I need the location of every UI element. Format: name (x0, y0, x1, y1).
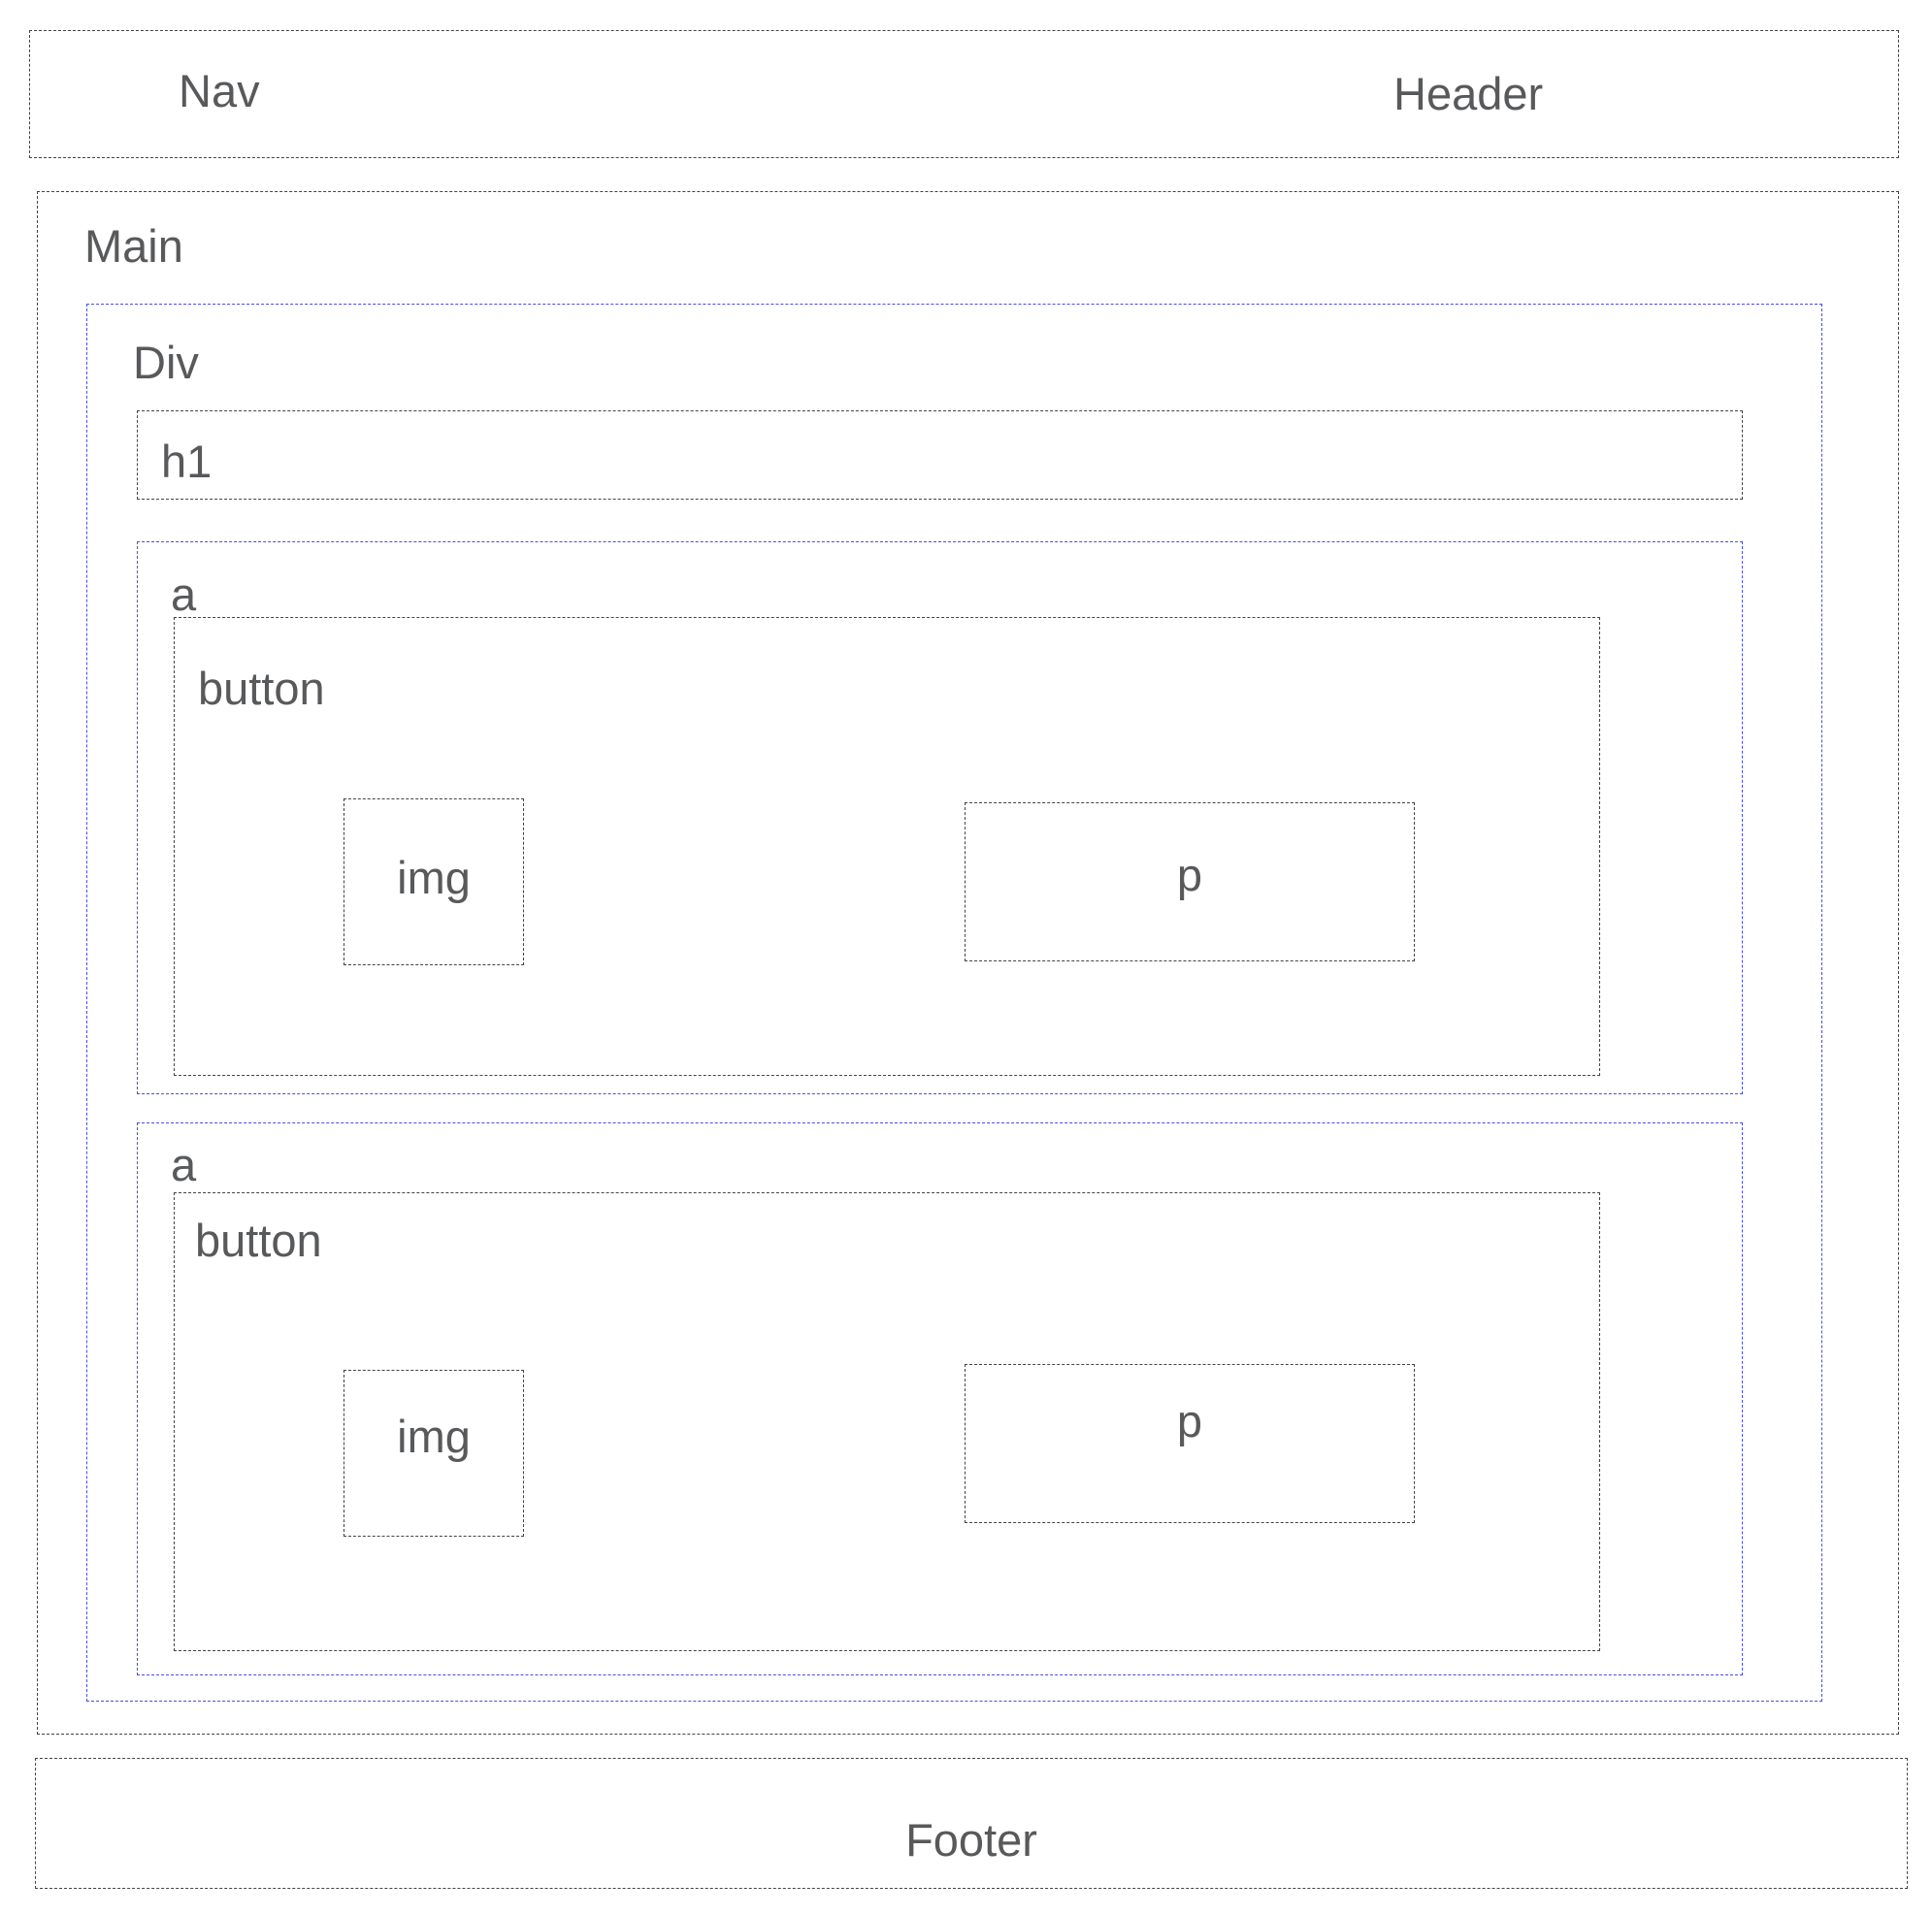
anchor-label-2: a (171, 1139, 197, 1190)
button-label-2: button (195, 1215, 322, 1266)
div-container (86, 304, 1822, 1702)
button-label-1: button (198, 663, 325, 714)
header-label: Header (1393, 68, 1544, 119)
img-box-1 (344, 798, 524, 965)
div-label: Div (133, 337, 199, 388)
img-label-2: img (397, 1411, 471, 1462)
anchor-label-1: a (171, 568, 197, 620)
nav-label: Nav (179, 65, 260, 116)
p-box-2 (965, 1364, 1415, 1523)
anchor-box-1 (137, 541, 1743, 1094)
p-label-1: p (1176, 849, 1203, 900)
h1-label: h1 (161, 436, 213, 487)
img-box-2 (344, 1370, 524, 1537)
footer-region (35, 1758, 1908, 1889)
main-label: Main (84, 220, 183, 272)
button-box-1 (174, 617, 1600, 1076)
p-box-1 (965, 802, 1415, 961)
main-region (37, 191, 1899, 1735)
anchor-box-2 (137, 1122, 1743, 1675)
img-label-1: img (397, 852, 471, 903)
footer-label: Footer (905, 1814, 1037, 1866)
header-region (29, 30, 1899, 158)
button-box-2 (174, 1192, 1600, 1651)
h1-box (137, 410, 1743, 500)
p-label-2: p (1176, 1395, 1203, 1446)
